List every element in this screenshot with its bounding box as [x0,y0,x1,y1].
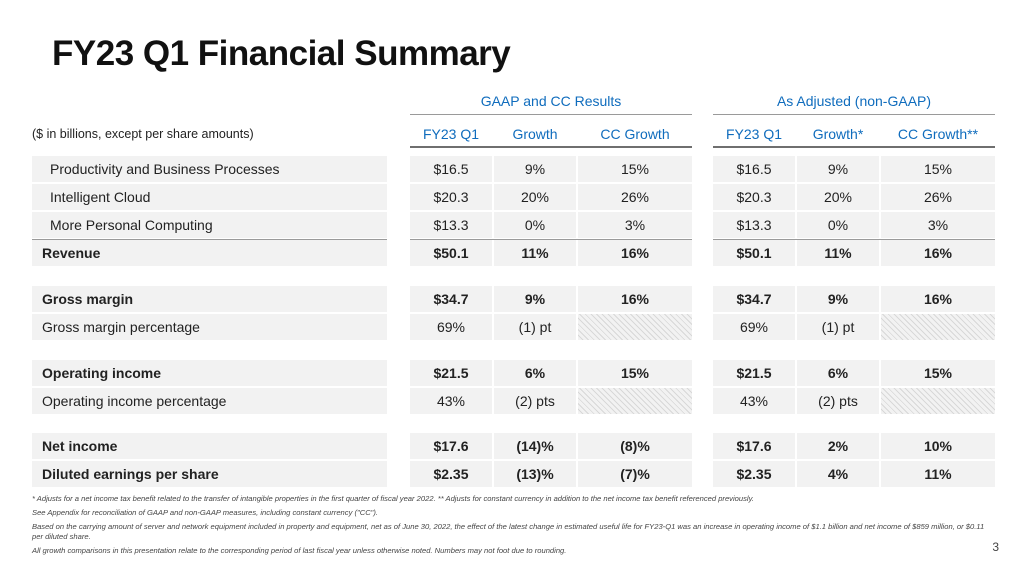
footnote-4: All growth comparisons in this presentat… [32,546,567,555]
table-cell-adj-fy23q1: $50.1 [713,240,795,266]
adjusted-group-header: As Adjusted (non-GAAP) [776,93,932,109]
table-cell-adj-cc-growth: 15% [881,360,995,386]
row-label: Revenue [32,240,387,266]
table-cell-gaap-growth: (2) pts [494,388,576,414]
table-cell-gaap-cc-growth: (7)% [578,461,692,487]
hatched-empty-cell [578,388,692,414]
table-cell-adj-fy23q1: $16.5 [713,156,795,182]
row-label: Operating income percentage [32,388,387,414]
column-header-adj-cc-growth: CC Growth** [897,126,979,142]
table-cell-gaap-cc-growth: 16% [578,286,692,312]
table-cell-adj-fy23q1: $20.3 [713,184,795,210]
table-cell-adj-growth: 4% [797,461,879,487]
table-cell-adj-cc-growth: 16% [881,240,995,266]
table-cell-gaap-fy23q1: $20.3 [410,184,492,210]
table-cell-gaap-growth: (13)% [494,461,576,487]
table-cell-adj-growth: 9% [797,286,879,312]
table-cell-gaap-cc-growth: 15% [578,360,692,386]
footnote-3: Based on the carrying amount of server a… [32,522,985,541]
table-cell-gaap-fy23q1: $34.7 [410,286,492,312]
table-cell-adj-cc-growth: 16% [881,286,995,312]
row-label: Gross margin [32,286,387,312]
row-label: Intelligent Cloud [32,184,387,210]
column-header-adj-fy23q1: FY23 Q1 [725,126,783,142]
table-cell-gaap-fy23q1: $17.6 [410,433,492,459]
page-title: FY23 Q1 Financial Summary [52,34,511,73]
column-header-underline [410,146,692,148]
table-cell-gaap-cc-growth: (8)% [578,433,692,459]
table-cell-adj-growth: 9% [797,156,879,182]
row-label: Gross margin percentage [32,314,387,340]
adjusted-group-line [713,114,995,115]
footnote-1: * Adjusts for a net income tax benefit r… [32,494,754,503]
column-header-adj-growth: Growth* [812,126,864,142]
table-cell-gaap-fy23q1: $13.3 [410,212,492,238]
table-cell-adj-fy23q1: $34.7 [713,286,795,312]
row-label: Productivity and Business Processes [32,156,387,182]
column-header-gaap-growth: Growth [512,126,558,142]
table-cell-gaap-growth: 9% [494,286,576,312]
table-cell-adj-fy23q1: $13.3 [713,212,795,238]
table-cell-adj-growth: 20% [797,184,879,210]
hatched-empty-cell [881,314,995,340]
revenue-separator-line [32,239,387,240]
table-cell-adj-growth: 2% [797,433,879,459]
row-label: Operating income [32,360,387,386]
table-cell-gaap-cc-growth: 26% [578,184,692,210]
table-cell-gaap-fy23q1: 43% [410,388,492,414]
table-cell-gaap-growth: (14)% [494,433,576,459]
table-cell-gaap-growth: 0% [494,212,576,238]
table-cell-adj-cc-growth: 3% [881,212,995,238]
units-note: ($ in billions, except per share amounts… [32,127,254,141]
table-cell-adj-fy23q1: 69% [713,314,795,340]
table-cell-gaap-fy23q1: 69% [410,314,492,340]
table-cell-adj-growth: (2) pts [797,388,879,414]
table-cell-adj-growth: 11% [797,240,879,266]
table-cell-adj-growth: (1) pt [797,314,879,340]
column-header-gaap-fy23q1: FY23 Q1 [422,126,480,142]
table-cell-gaap-fy23q1: $16.5 [410,156,492,182]
row-label: Diluted earnings per share [32,461,387,487]
table-cell-gaap-fy23q1: $50.1 [410,240,492,266]
table-cell-adj-fy23q1: 43% [713,388,795,414]
table-cell-adj-fy23q1: $17.6 [713,433,795,459]
table-cell-gaap-fy23q1: $21.5 [410,360,492,386]
table-cell-gaap-growth: 6% [494,360,576,386]
table-cell-gaap-growth: 11% [494,240,576,266]
table-cell-adj-growth: 0% [797,212,879,238]
table-cell-adj-growth: 6% [797,360,879,386]
table-cell-adj-fy23q1: $21.5 [713,360,795,386]
page-number: 3 [992,540,999,554]
column-header-gaap-cc-growth: CC Growth [600,126,670,142]
table-cell-gaap-fy23q1: $2.35 [410,461,492,487]
table-cell-gaap-growth: (1) pt [494,314,576,340]
table-cell-gaap-growth: 20% [494,184,576,210]
row-label: Net income [32,433,387,459]
hatched-empty-cell [578,314,692,340]
table-cell-gaap-growth: 9% [494,156,576,182]
revenue-separator-line [410,239,692,240]
table-cell-adj-cc-growth: 26% [881,184,995,210]
table-cell-gaap-cc-growth: 3% [578,212,692,238]
footnote-2: See Appendix for reconciliation of GAAP … [32,508,379,517]
column-header-underline [713,146,995,148]
table-cell-gaap-cc-growth: 15% [578,156,692,182]
table-cell-adj-cc-growth: 15% [881,156,995,182]
gaap-group-header: GAAP and CC Results [480,93,622,109]
revenue-separator-line [713,239,995,240]
table-cell-adj-fy23q1: $2.35 [713,461,795,487]
table-cell-adj-cc-growth: 11% [881,461,995,487]
table-cell-adj-cc-growth: 10% [881,433,995,459]
hatched-empty-cell [881,388,995,414]
table-cell-gaap-cc-growth: 16% [578,240,692,266]
row-label: More Personal Computing [32,212,387,238]
gaap-group-line [410,114,692,115]
